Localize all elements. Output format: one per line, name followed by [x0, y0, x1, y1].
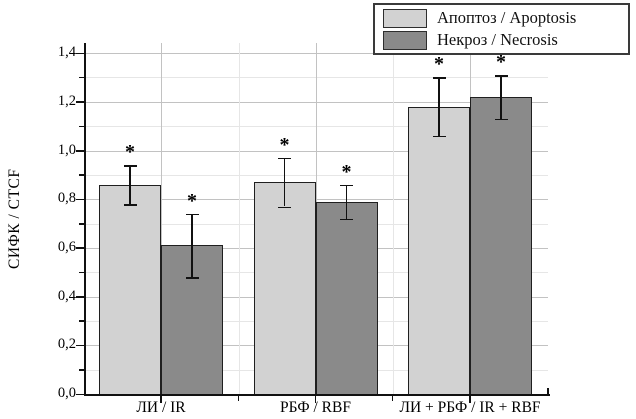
- y-minor-tick: [79, 271, 84, 274]
- error-bar: [345, 184, 348, 219]
- y-tick-label: 0,0: [57, 385, 76, 401]
- major-h-gridline: [86, 53, 548, 55]
- y-tick-label: 1,4: [57, 44, 76, 61]
- significance-asterisk: *: [125, 141, 135, 164]
- bar-necrosis-2: [470, 96, 532, 395]
- y-major-tick: [76, 344, 84, 347]
- y-major-tick: [76, 101, 84, 103]
- bar-apoptosis-1: [253, 182, 316, 395]
- y-minor-tick: [79, 369, 84, 371]
- major-h-gridline: [86, 150, 548, 152]
- legend-item-apoptosis: Апоптоз / Apoptosis: [383, 8, 628, 28]
- error-bar-cap-bottom: [278, 206, 291, 208]
- significance-asterisk: *: [187, 189, 197, 212]
- y-axis-title: СИФК / CTCF: [6, 168, 23, 270]
- minor-v-gridline: [392, 43, 394, 394]
- y-major-tick: [76, 52, 84, 55]
- x-minor-tick: [391, 396, 394, 401]
- significance-asterisk: *: [279, 133, 290, 156]
- error-bar-cap-top: [185, 213, 199, 216]
- legend-item-necrosis: Некроз / Necrosis: [383, 30, 628, 50]
- y-minor-tick: [79, 125, 84, 128]
- x-major-tick: [469, 396, 471, 403]
- y-major-tick: [76, 393, 84, 395]
- y-axis-line: [84, 43, 86, 396]
- x-category-label: РБФ / RBF: [280, 399, 351, 416]
- error-bar-cap-bottom: [185, 277, 199, 279]
- error-bar-cap-top: [340, 184, 353, 187]
- error-bar: [438, 77, 440, 136]
- significance-asterisk: *: [496, 51, 506, 73]
- significance-asterisk: *: [341, 160, 352, 183]
- bar-apoptosis-0: [99, 184, 161, 395]
- y-minor-tick: [79, 223, 84, 225]
- error-bar: [283, 157, 286, 207]
- x-category-label: ЛИ / IR: [136, 399, 186, 416]
- legend-swatch-apoptosis: [383, 8, 427, 28]
- x-axis-end-tick: [547, 388, 549, 394]
- bar-necrosis-1: [315, 201, 378, 395]
- bar-apoptosis-2: [408, 106, 470, 395]
- y-major-tick: [76, 150, 84, 152]
- x-axis-line: [84, 394, 550, 396]
- minor-h-gridline: [86, 77, 548, 79]
- error-bar-cap-top: [278, 157, 291, 160]
- error-bar: [500, 75, 502, 119]
- error-bar-cap-top: [494, 75, 508, 77]
- error-bar-cap-bottom: [123, 204, 137, 206]
- error-bar-cap-top: [123, 165, 137, 167]
- legend-label-apoptosis: Апоптоз / Apoptosis: [437, 8, 577, 27]
- y-tick-label: 0,4: [57, 287, 76, 304]
- y-major-tick: [76, 296, 84, 298]
- y-major-tick: [76, 198, 84, 201]
- x-major-tick: [314, 396, 317, 403]
- error-bar: [129, 165, 131, 205]
- y-tick-label: 0,6: [57, 238, 76, 255]
- y-major-tick: [76, 247, 84, 249]
- x-major-tick: [160, 396, 162, 403]
- x-minor-tick: [237, 396, 240, 401]
- minor-h-gridline: [86, 174, 548, 176]
- error-bar-cap-top: [432, 77, 446, 79]
- y-tick-label: 1,2: [57, 92, 76, 109]
- y-minor-tick: [79, 174, 84, 176]
- minor-v-gridline: [238, 43, 240, 394]
- significance-asterisk: *: [434, 53, 444, 76]
- y-tick-label: 0,2: [57, 336, 76, 353]
- legend-label-necrosis: Некроз / Necrosis: [437, 30, 558, 49]
- error-bar-cap-bottom: [432, 135, 446, 138]
- legend: Апоптоз / Apoptosis Некроз / Necrosis: [373, 3, 630, 55]
- major-v-gridline: [161, 43, 162, 394]
- legend-swatch-necrosis: [383, 30, 427, 50]
- error-bar: [191, 213, 193, 278]
- y-minor-tick: [79, 76, 84, 79]
- minor-h-gridline: [86, 126, 548, 128]
- x-category-label: ЛИ + РБФ / IR + RBF: [399, 399, 541, 416]
- major-h-gridline: [86, 101, 548, 103]
- y-tick-label: 0,8: [57, 190, 76, 207]
- major-h-gridline: [86, 199, 548, 201]
- y-minor-tick: [79, 320, 84, 322]
- y-tick-label: 1,0: [57, 141, 76, 158]
- error-bar-cap-bottom: [494, 118, 508, 121]
- error-bar-cap-bottom: [340, 218, 353, 221]
